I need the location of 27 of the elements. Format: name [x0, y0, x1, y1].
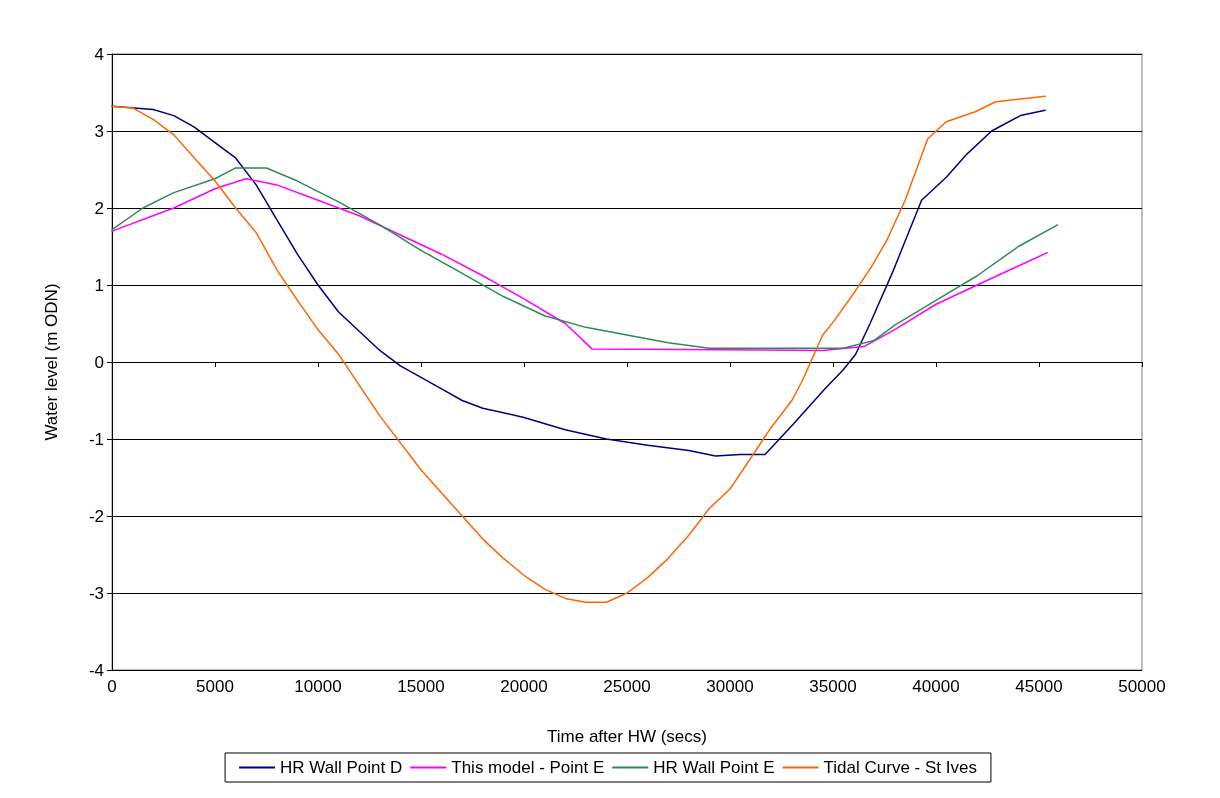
- x-tick-label: 15000: [397, 677, 445, 696]
- x-tick-label: 30000: [706, 677, 754, 696]
- legend-label: HR Wall Point D: [280, 758, 403, 777]
- legend-label: This model - Point E: [451, 758, 605, 777]
- x-tick-label: 35000: [809, 677, 857, 696]
- legend-label: Tidal Curve - St Ives: [823, 758, 977, 777]
- legend-label: HR Wall Point E: [653, 758, 775, 777]
- y-axis-title: Water level (m ODN): [42, 283, 61, 441]
- x-tick-label: 0: [107, 677, 117, 696]
- x-tick-label: 10000: [294, 677, 342, 696]
- x-tick-label: 20000: [500, 677, 548, 696]
- x-axis-title: Time after HW (secs): [547, 727, 707, 746]
- y-tick-label: -3: [88, 583, 104, 603]
- line-series: [111, 95, 1046, 603]
- y-tick-label: 0: [94, 352, 104, 372]
- x-tick-label: 5000: [196, 677, 234, 696]
- y-tick-label: 4: [94, 44, 104, 64]
- y-tick-label: -2: [88, 506, 104, 526]
- x-tick-label: 40000: [912, 677, 960, 696]
- x-tick-label: 25000: [603, 677, 651, 696]
- x-tick-label: 50000: [1118, 677, 1166, 696]
- y-tick-label: -1: [88, 429, 104, 449]
- x-tick-label: 45000: [1015, 677, 1063, 696]
- y-tick-label: 1: [94, 275, 104, 295]
- y-tick-label: 3: [94, 121, 104, 141]
- y-tick-label: 2: [94, 198, 104, 218]
- y-tick-label: -4: [88, 660, 104, 680]
